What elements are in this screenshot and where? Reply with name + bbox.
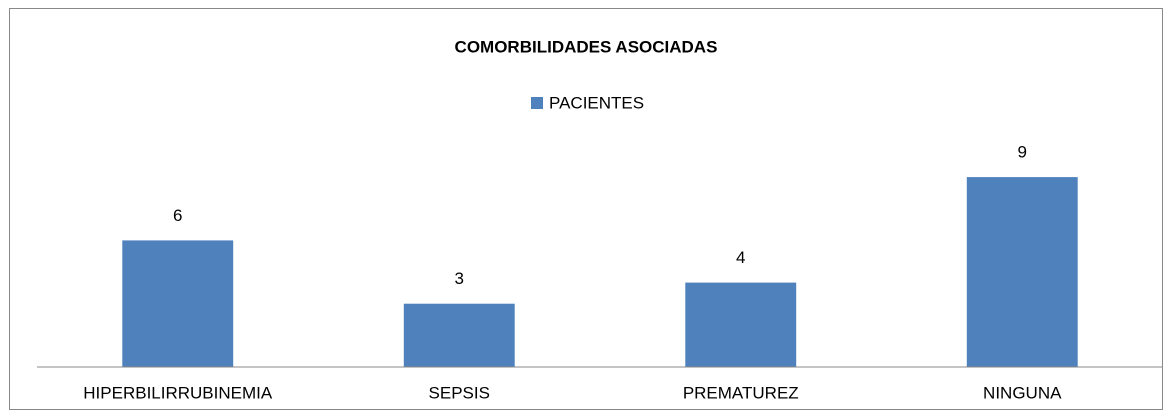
x-tick-label: NINGUNA bbox=[983, 383, 1062, 402]
value-label: 6 bbox=[173, 206, 182, 225]
bar bbox=[966, 177, 1078, 367]
bar bbox=[122, 240, 234, 367]
legend-swatch bbox=[531, 97, 543, 109]
bar bbox=[685, 282, 797, 367]
bar bbox=[403, 303, 515, 367]
value-label: 9 bbox=[1018, 143, 1027, 162]
x-tick-label: PREMATUREZ bbox=[683, 383, 799, 402]
x-tick-label: SEPSIS bbox=[429, 383, 490, 402]
value-label: 3 bbox=[455, 269, 464, 288]
chart-title: COMORBILIDADES ASOCIADAS bbox=[455, 37, 718, 56]
legend-label: PACIENTES bbox=[549, 93, 644, 112]
value-label: 4 bbox=[736, 248, 745, 267]
x-tick-label: HIPERBILIRRUBINEMIA bbox=[83, 383, 273, 402]
